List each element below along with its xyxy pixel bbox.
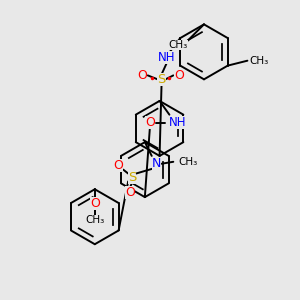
Text: O: O [113, 159, 123, 172]
Text: S: S [128, 171, 136, 184]
Text: CH₃: CH₃ [178, 157, 198, 167]
Text: O: O [145, 116, 155, 129]
Text: CH₃: CH₃ [85, 215, 104, 225]
Text: O: O [174, 69, 184, 82]
Text: O: O [137, 69, 147, 82]
Text: S: S [157, 73, 166, 86]
Text: NH: NH [158, 51, 175, 64]
Text: N: N [152, 157, 161, 170]
Text: O: O [125, 186, 135, 199]
Text: CH₃: CH₃ [169, 40, 188, 50]
Text: CH₃: CH₃ [250, 56, 269, 66]
Text: O: O [90, 197, 100, 211]
Text: NH: NH [169, 116, 186, 129]
